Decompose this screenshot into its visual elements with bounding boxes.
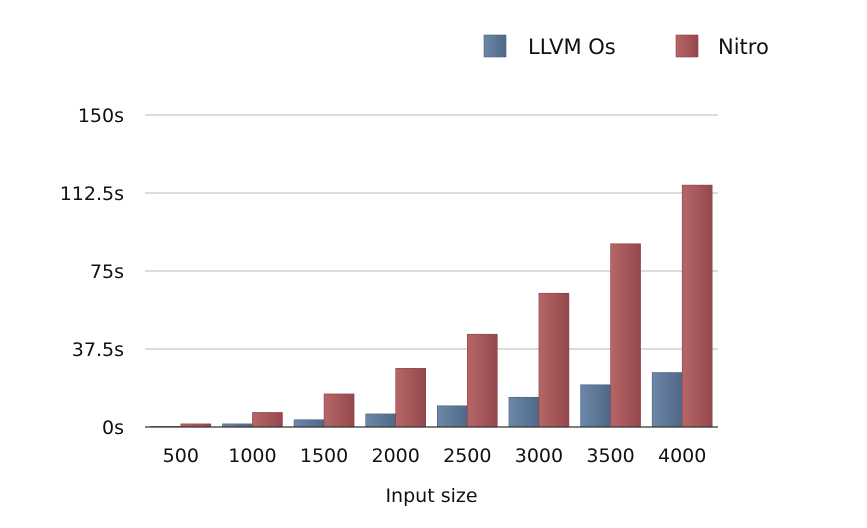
bar-nitro-2000	[395, 368, 426, 428]
bar-nitro-1000	[252, 412, 283, 428]
bar-nitro-3000	[538, 292, 570, 428]
x-tick-label: 4000	[658, 445, 706, 467]
bar-llvm-os-2500	[437, 405, 468, 428]
y-tick-label: 150s	[78, 105, 124, 127]
x-axis-title: Input size	[385, 485, 477, 507]
x-tick-label: 2500	[443, 445, 491, 467]
y-tick-label: 112.5s	[60, 183, 124, 205]
x-tick-label: 500	[163, 445, 199, 467]
legend-label-nitro: Nitro	[718, 35, 769, 59]
x-tick-label: 3500	[586, 445, 634, 467]
y-tick-label: 0s	[102, 417, 124, 439]
bar-llvm-os-3500	[580, 384, 611, 428]
y-axis-ticks: 0s 37.5s 75s 112.5s 150s	[60, 105, 124, 439]
x-tick-label: 1500	[300, 445, 348, 467]
bars	[150, 184, 713, 428]
legend-swatch-nitro	[675, 34, 699, 58]
x-axis-ticks: 500 1000 1500 2000 2500 3000 3500 4000	[163, 445, 707, 467]
legend-label-llvm-os: LLVM Os	[528, 35, 616, 59]
x-tick-label: 1000	[228, 445, 276, 467]
bar-nitro-4000	[681, 184, 713, 428]
bar-nitro-3500	[610, 243, 641, 428]
y-tick-label: 75s	[90, 261, 124, 283]
legend: LLVM Os Nitro	[483, 34, 769, 59]
bar-nitro-1500	[323, 393, 355, 428]
bar-llvm-os-3000	[508, 396, 540, 428]
bar-llvm-os-2000	[365, 413, 396, 428]
x-tick-label: 3000	[515, 445, 563, 467]
x-tick-label: 2000	[372, 445, 420, 467]
bar-nitro-2500	[467, 333, 498, 428]
legend-swatch-llvm-os	[483, 34, 507, 58]
bar-llvm-os-4000	[651, 372, 683, 428]
y-tick-label: 37.5s	[72, 339, 124, 361]
bar-llvm-os-1500	[293, 419, 325, 428]
